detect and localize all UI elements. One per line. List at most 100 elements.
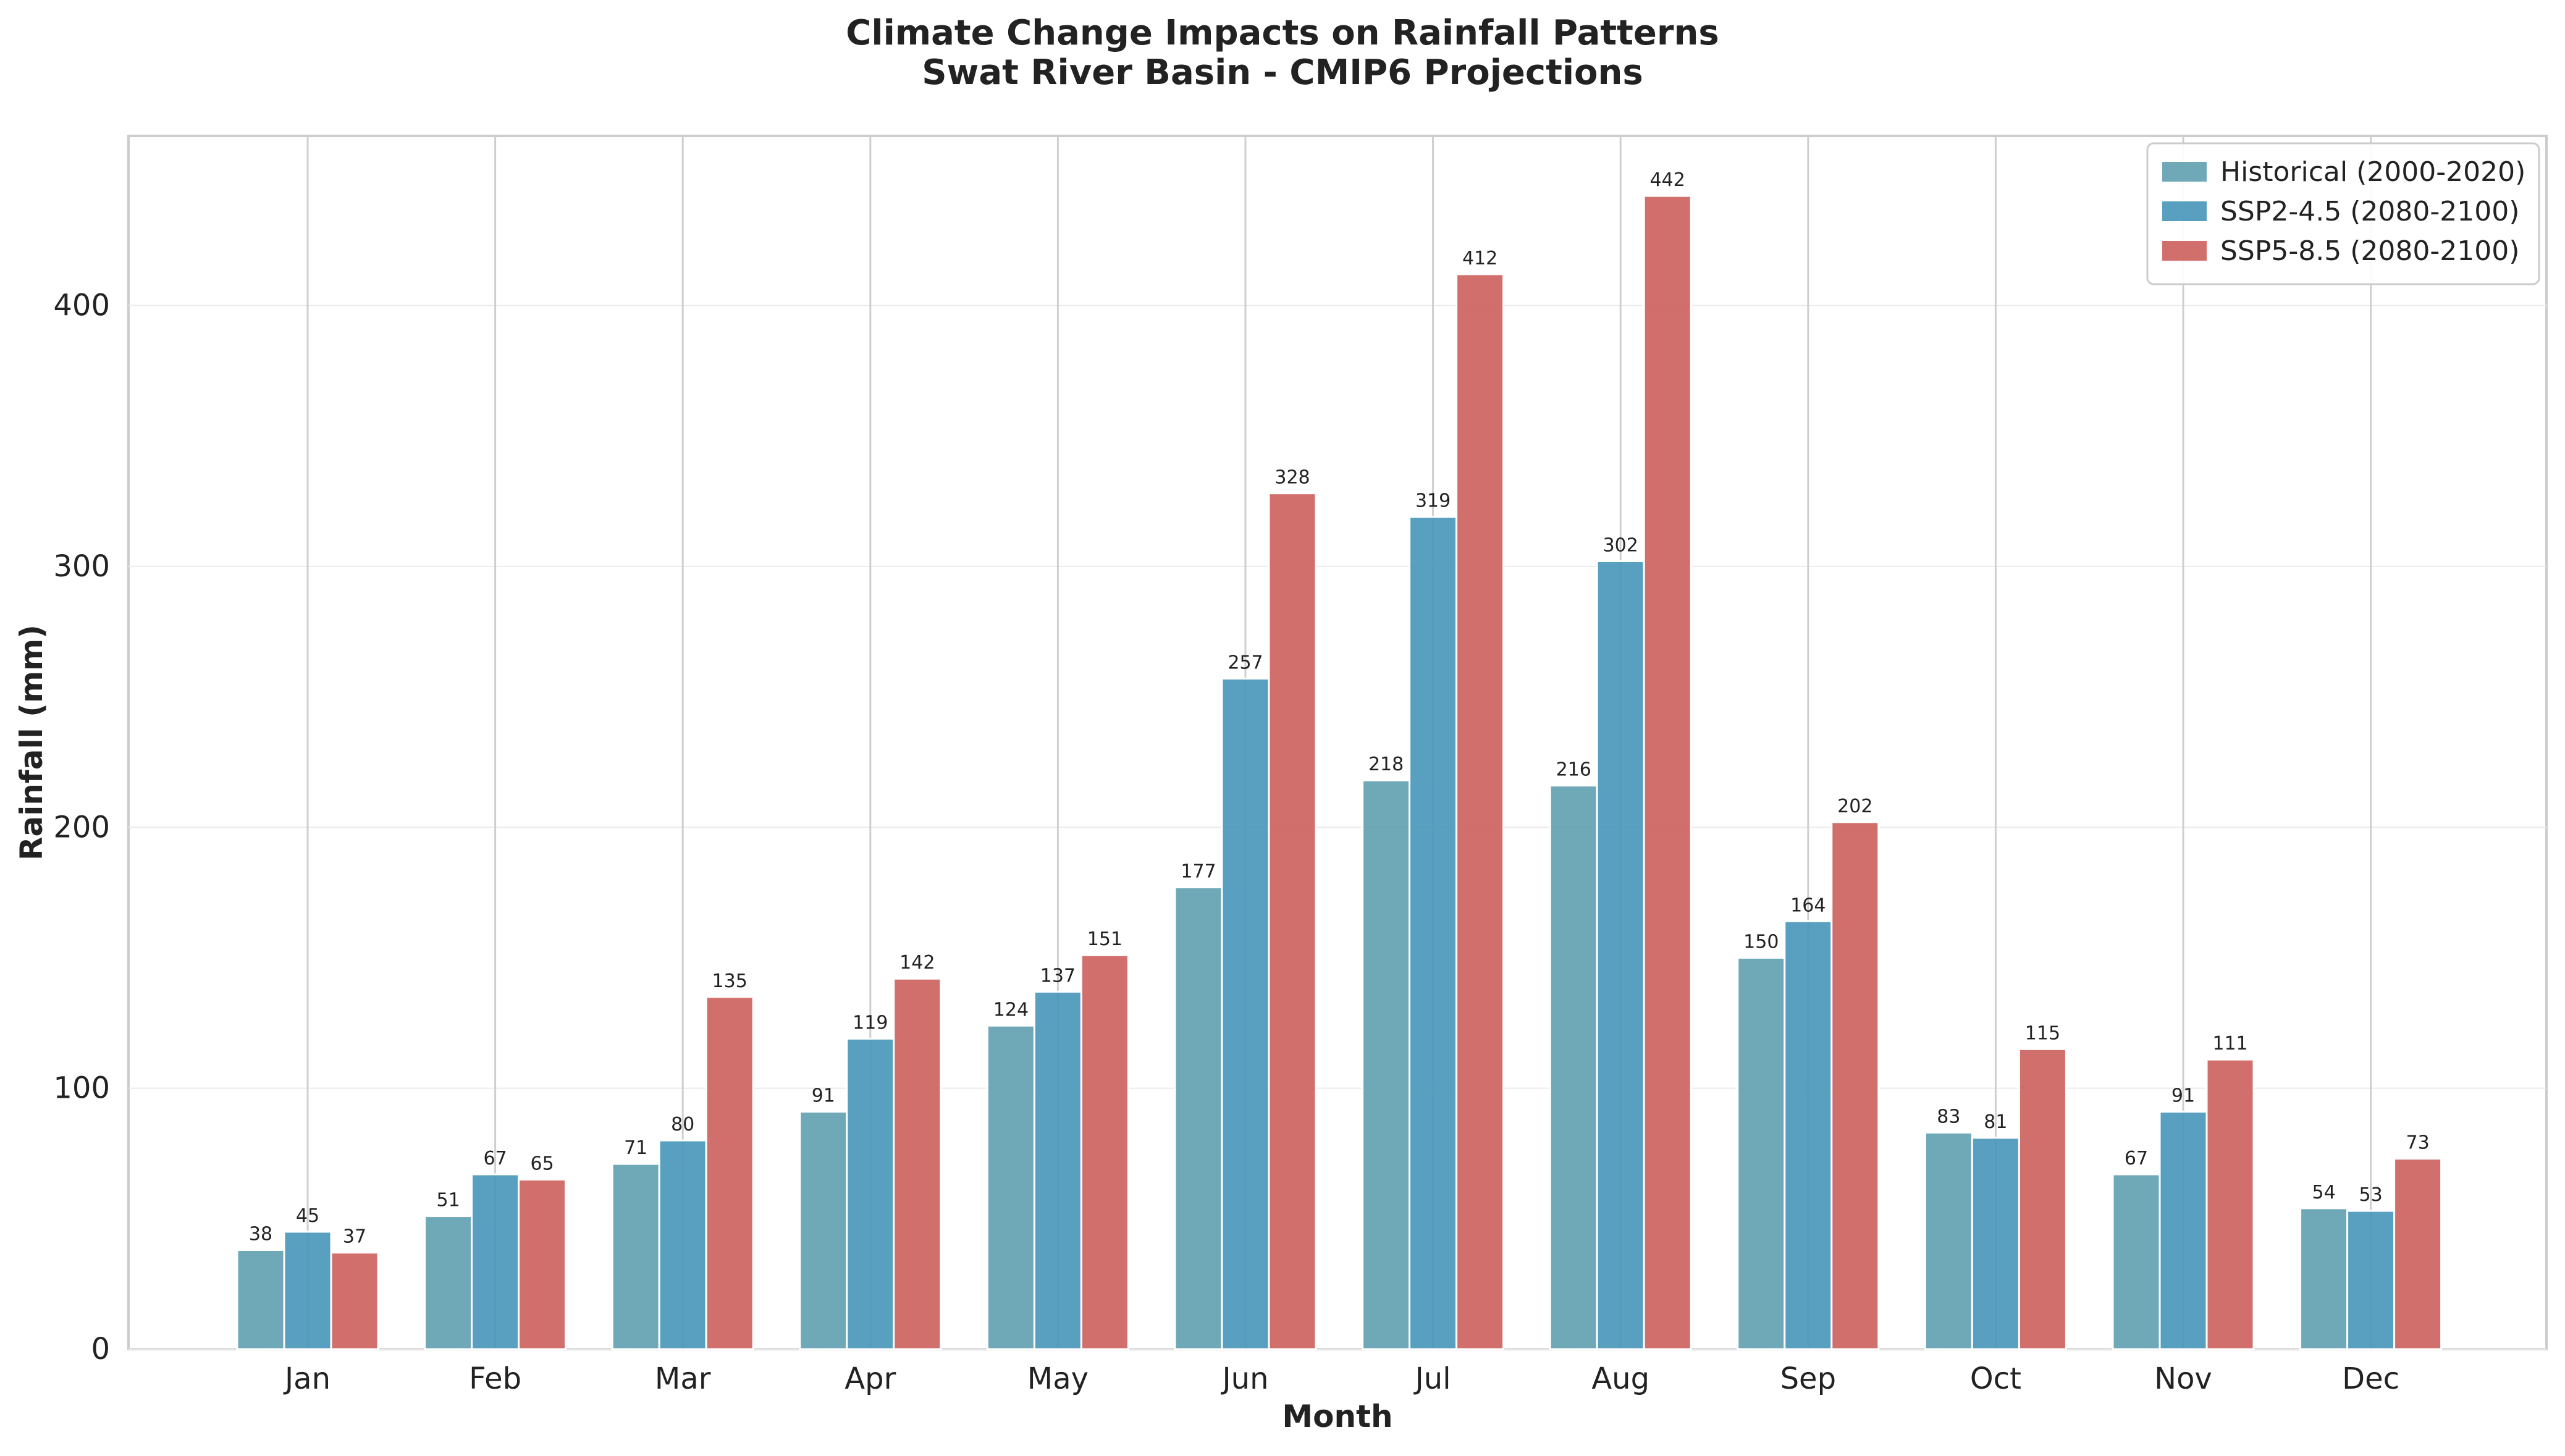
bar: [1784, 920, 1833, 1350]
chart-subtitle: Swat River Basin - CMIP6 Projections: [922, 53, 1643, 93]
bar: [1549, 785, 1598, 1350]
data-label: 124: [993, 999, 1029, 1020]
data-label: 216: [1556, 759, 1591, 781]
data-label: 202: [1837, 796, 1872, 817]
y-axis-label: Rainfall (mm): [14, 625, 49, 861]
bar: [799, 1111, 848, 1350]
x-tick-label: May: [1027, 1361, 1089, 1396]
x-tick-label: Oct: [1970, 1361, 2021, 1396]
bar: [2112, 1173, 2161, 1350]
bar: [518, 1178, 567, 1350]
data-label: 177: [1181, 861, 1216, 882]
data-label: 65: [531, 1153, 554, 1174]
x-tick-label: Sep: [1780, 1361, 1836, 1396]
y-tick-label: 200: [53, 810, 110, 844]
bar: [2393, 1158, 2443, 1350]
data-label: 137: [1040, 965, 1076, 987]
bar: [2299, 1207, 2349, 1350]
x-tick-label: Dec: [2342, 1361, 2399, 1396]
legend-swatch: [2162, 162, 2207, 182]
data-label: 81: [1984, 1111, 2007, 1133]
data-label: 91: [812, 1085, 835, 1107]
bar: [1924, 1131, 1973, 1350]
x-tick-label: Apr: [844, 1361, 896, 1396]
bar: [1268, 492, 1317, 1350]
bar: [986, 1024, 1035, 1350]
bar: [1080, 954, 1129, 1350]
data-label: 67: [484, 1148, 507, 1169]
data-label: 115: [2025, 1022, 2060, 1044]
legend-swatch: [2162, 201, 2207, 221]
bar: [424, 1215, 473, 1350]
chart-title: Climate Change Impacts on Rainfall Patte…: [846, 13, 1719, 53]
bar: [1737, 956, 1786, 1350]
bar: [1033, 990, 1082, 1350]
bar: [330, 1252, 379, 1350]
data-label: 37: [343, 1226, 366, 1248]
x-tick-label: Jun: [1221, 1361, 1269, 1396]
data-label: 45: [296, 1205, 319, 1227]
data-label: 319: [1415, 490, 1451, 512]
bar: [658, 1139, 707, 1350]
bar: [236, 1249, 285, 1350]
x-tick-labels: Jan Feb Mar Apr May Jun Jul Aug Sep Oct Nov Dec: [283, 1361, 2399, 1396]
bar: [1221, 678, 1270, 1350]
data-label: 135: [712, 970, 748, 992]
bar: [846, 1037, 895, 1350]
bar: [2346, 1210, 2396, 1350]
data-label: 151: [1087, 928, 1122, 950]
bar: [1455, 273, 1505, 1350]
x-tick-label: Mar: [655, 1361, 711, 1396]
data-label: 218: [1368, 754, 1404, 775]
bar: [1643, 195, 1692, 1350]
bar: [1362, 779, 1411, 1350]
data-label: 111: [2212, 1033, 2247, 1054]
data-label: 53: [2359, 1184, 2383, 1206]
data-label: 119: [853, 1012, 888, 1033]
bar: [1596, 560, 1645, 1350]
data-label: 302: [1603, 534, 1638, 556]
bar: [471, 1173, 520, 1350]
x-tick-label: Feb: [469, 1361, 521, 1396]
data-label: 71: [624, 1137, 647, 1159]
data-label: 51: [437, 1190, 460, 1211]
bar: [283, 1231, 332, 1350]
x-tick-label: Nov: [2154, 1361, 2212, 1396]
legend-label: Historical (2000-2020): [2220, 156, 2525, 188]
bar: [1409, 516, 1458, 1350]
legend-label: SSP2-4.5 (2080-2100): [2220, 196, 2519, 227]
y-tick-label: 300: [53, 549, 110, 584]
data-label: 142: [899, 952, 935, 974]
data-label: 54: [2312, 1182, 2336, 1203]
data-label: 164: [1790, 894, 1826, 916]
bar: [2159, 1111, 2208, 1350]
bar: [893, 977, 942, 1350]
x-tick-label: Aug: [1591, 1361, 1649, 1396]
data-label: 83: [1937, 1106, 1960, 1127]
bar: [2205, 1058, 2255, 1350]
data-label: 442: [1650, 169, 1685, 191]
bar: [2018, 1048, 2067, 1350]
data-label: 412: [1462, 248, 1497, 269]
y-tick-label: 400: [53, 288, 110, 323]
data-label: 73: [2406, 1132, 2430, 1154]
bar: [1830, 821, 1880, 1350]
data-label: 150: [1743, 931, 1779, 953]
bars-layer: [236, 195, 2443, 1350]
x-tick-label: Jul: [1413, 1361, 1451, 1396]
legend-swatch: [2162, 241, 2207, 261]
bar: [705, 996, 754, 1350]
y-tick-label: 100: [53, 1071, 110, 1106]
data-label: 80: [671, 1114, 694, 1135]
bar: [611, 1163, 660, 1350]
data-label: 328: [1274, 467, 1310, 489]
legend-label: SSP5-8.5 (2080-2100): [2220, 235, 2519, 267]
x-axis-label: Month: [1282, 1399, 1392, 1434]
legend-box: [2146, 142, 2540, 285]
data-label: 257: [1228, 652, 1263, 674]
bar: [1971, 1137, 2020, 1350]
data-labels-layer: 38 51 71 91 124 177 218 216 150 83 67 54 45 67 80 119 13…: [249, 169, 2430, 1248]
x-tick-label: Jan: [283, 1361, 331, 1396]
